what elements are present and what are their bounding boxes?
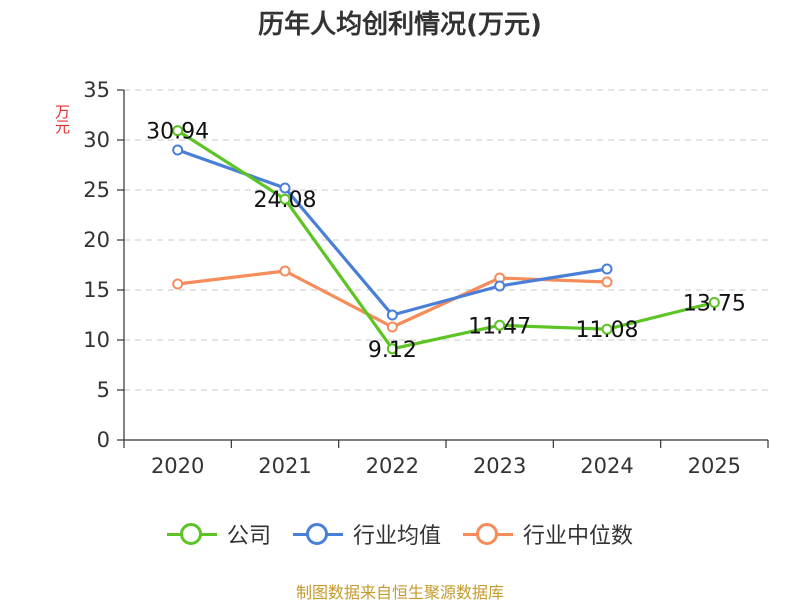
legend-symbol-industry-median xyxy=(463,521,513,547)
data-point xyxy=(172,278,184,290)
data-point xyxy=(279,193,291,205)
y-tick-label: 25 xyxy=(83,178,110,202)
y-axis-unit-label: 万元 xyxy=(53,104,71,134)
legend-symbol-company xyxy=(166,521,217,547)
y-tick-label: 5 xyxy=(97,378,110,402)
legend: 公司 行业均值 行业中位数 xyxy=(0,518,800,550)
legend-label-industry-median: 行业中位数 xyxy=(523,524,634,549)
data-label: 13.75 xyxy=(683,292,746,317)
series-line-company xyxy=(176,129,715,351)
data-point xyxy=(279,182,291,194)
data-label: 11.08 xyxy=(576,318,639,343)
x-tick-label: 2021 xyxy=(258,454,311,478)
legend-item-industry-average[interactable]: 行业均值 xyxy=(292,518,441,550)
data-point xyxy=(494,319,506,331)
y-tick-label: 15 xyxy=(83,278,110,302)
x-tick-label: 2020 xyxy=(151,454,204,478)
x-tick-label: 2025 xyxy=(688,454,741,478)
y-tick-label: 20 xyxy=(83,228,110,252)
data-label: 30.94 xyxy=(146,120,209,145)
legend-label-industry-average: 行业均值 xyxy=(352,524,441,549)
data-point xyxy=(172,144,184,156)
chart-title: 历年人均创利情况(万元) xyxy=(258,10,542,40)
y-tick-label: 35 xyxy=(83,78,110,102)
x-tick-label: 2022 xyxy=(366,454,419,478)
data-label: 24.08 xyxy=(254,188,317,213)
data-point xyxy=(708,297,720,308)
legend-label-company: 公司 xyxy=(226,524,271,549)
data-label: 11.47 xyxy=(468,314,531,339)
x-tick-label: 2024 xyxy=(580,454,633,478)
data-label: 9.12 xyxy=(368,338,417,363)
x-tick-label: 2023 xyxy=(473,454,526,478)
data-point xyxy=(172,125,184,137)
data-source-note: 制图数据来自恒生聚源数据库 xyxy=(295,583,504,602)
y-tick-label: 10 xyxy=(83,328,110,352)
data-point xyxy=(386,321,398,333)
y-tick-label: 0 xyxy=(97,428,110,452)
data-point xyxy=(279,265,291,277)
data-point xyxy=(601,323,613,335)
data-point xyxy=(601,276,613,288)
legend-item-company[interactable]: 公司 xyxy=(166,518,271,550)
data-point xyxy=(494,280,506,292)
data-point xyxy=(386,343,398,355)
data-point xyxy=(601,263,613,275)
legend-symbol-industry-average xyxy=(292,521,343,547)
legend-item-industry-median[interactable]: 行业中位数 xyxy=(463,518,633,550)
data-point xyxy=(386,309,398,321)
y-tick-label: 30 xyxy=(83,128,110,152)
